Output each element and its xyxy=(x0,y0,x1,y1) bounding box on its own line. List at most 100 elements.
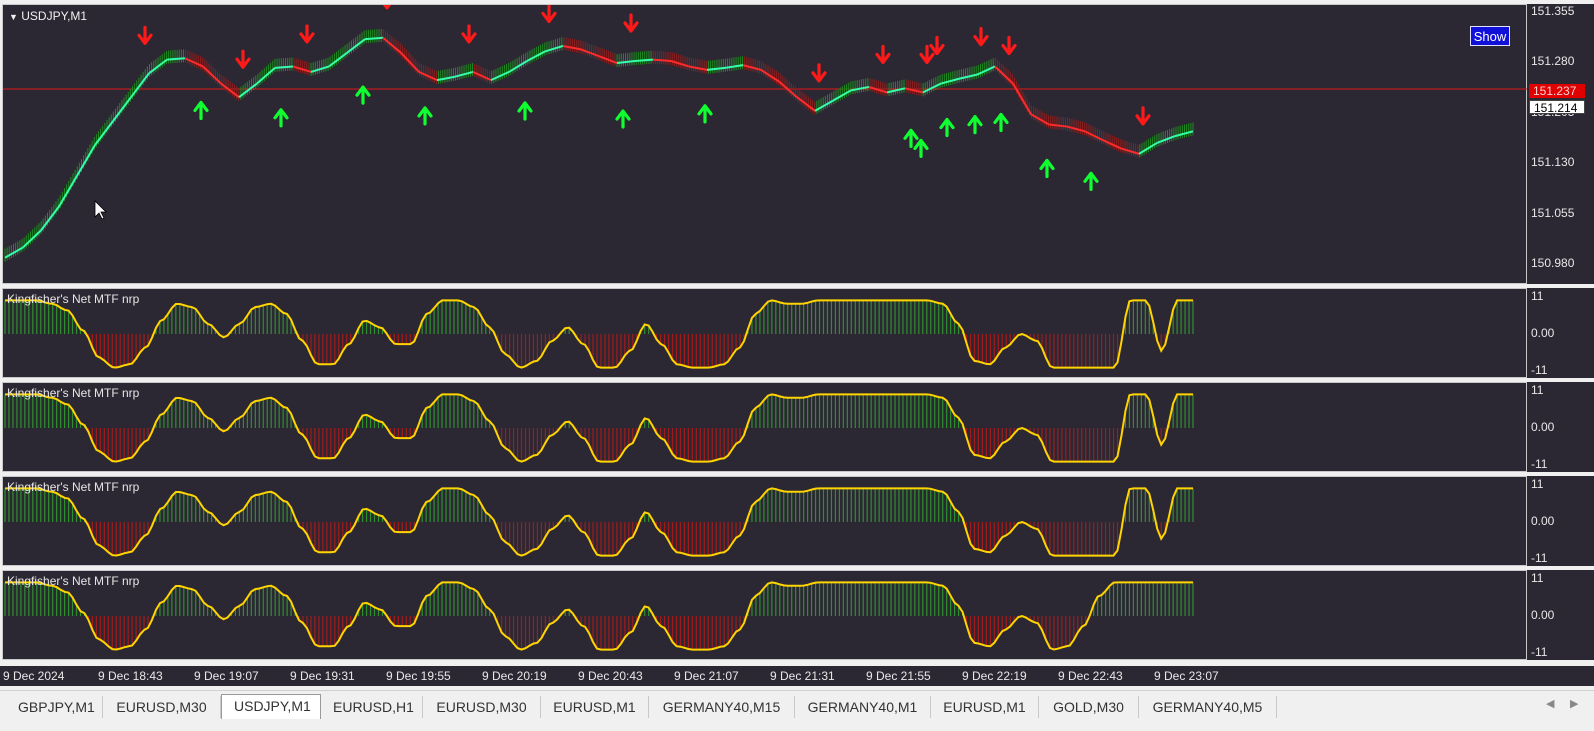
arrow-shape xyxy=(875,44,891,65)
price-line-segment xyxy=(850,85,870,92)
indicator-title: Kingfisher's Net MTF nrp xyxy=(7,386,140,400)
symbol-label: USDJPY,M1 xyxy=(21,9,88,23)
indicator-tick: 11 xyxy=(1531,383,1544,397)
arrow-shape xyxy=(517,101,533,121)
price-line-segment xyxy=(328,52,348,68)
tab-gbpjpy-m1[interactable]: GBPJPY,M1 xyxy=(6,696,103,718)
indicator-title: Kingfisher's Net MTF nrp xyxy=(7,480,140,494)
oscillator-chart-4[interactable] xyxy=(3,571,1528,661)
mouse-cursor-icon xyxy=(94,200,107,220)
sell-arrow-icon xyxy=(137,25,153,45)
time-tick: 9 Dec 20:43 xyxy=(578,669,643,683)
indicator-title: Kingfisher's Net MTF nrp xyxy=(7,574,140,588)
arrow-shape xyxy=(461,24,477,44)
buy-arrow-icon xyxy=(967,115,983,135)
dropdown-triangle-icon[interactable]: ▼ xyxy=(9,12,18,22)
current-price-red-tag: 151.237 xyxy=(1529,84,1585,98)
indicator-pane-2[interactable]: Kingfisher's Net MTF nrp xyxy=(2,382,1527,472)
oscillator-chart-3[interactable] xyxy=(3,477,1528,567)
price-tick: 151.355 xyxy=(1531,4,1575,18)
price-line-segment xyxy=(418,71,438,82)
time-axis[interactable]: 9 Dec 2024 9 Dec 18:43 9 Dec 19:07 9 Dec… xyxy=(0,666,1594,686)
sell-arrow-icon xyxy=(235,49,251,69)
indicator-scale-1[interactable]: 11 0.00 -11 xyxy=(1527,288,1594,378)
time-tick: 9 Dec 18:43 xyxy=(98,669,163,683)
price-line-segment xyxy=(490,71,510,82)
price-line-segment xyxy=(454,70,474,78)
tab-germany40-m1[interactable]: GERMANY40,M1 xyxy=(795,696,931,718)
price-line-segment xyxy=(562,44,582,51)
indicator-tick: -11 xyxy=(1531,551,1548,565)
arrow-shape xyxy=(1039,158,1055,179)
time-tick: 9 Dec 23:07 xyxy=(1154,669,1219,683)
price-line-segment xyxy=(58,175,78,207)
sell-arrow-icon xyxy=(1135,106,1151,126)
buy-arrow-icon xyxy=(193,100,209,121)
indicator-tick: 0.00 xyxy=(1531,420,1555,434)
tab-eurusd-m1-2[interactable]: EURUSD,M1 xyxy=(931,696,1039,718)
price-line-segment xyxy=(220,82,240,98)
indicator-scale-2[interactable]: 11 0.00 -11 xyxy=(1527,382,1594,472)
price-line-segment xyxy=(886,87,906,94)
tab-gold-m30[interactable]: GOLD,M30 xyxy=(1039,696,1139,718)
tab-usdjpy-m1[interactable]: USDJPY,M1 xyxy=(221,694,321,719)
time-tick: 9 Dec 21:07 xyxy=(674,669,739,683)
tab-eurusd-m1[interactable]: EURUSD,M1 xyxy=(541,696,649,718)
price-line-segment xyxy=(922,82,942,94)
arrow-shape xyxy=(615,109,631,129)
oscillator-chart-2[interactable] xyxy=(3,383,1528,473)
price-line-segment xyxy=(598,55,618,64)
arrow-shape xyxy=(919,44,935,65)
indicator-tick: -11 xyxy=(1531,457,1548,471)
indicator-scale-4[interactable]: 11 0.00 -11 xyxy=(1527,570,1594,660)
sell-arrow-icon xyxy=(811,63,827,83)
indicator-pane-1[interactable]: Kingfisher's Net MTF nrp xyxy=(2,288,1527,378)
price-line-segment xyxy=(742,64,762,71)
time-tick: 9 Dec 21:31 xyxy=(770,669,835,683)
price-chart[interactable] xyxy=(3,5,1528,285)
price-line-segment xyxy=(868,85,888,94)
price-tick: 150.980 xyxy=(1531,256,1575,270)
tab-germany40-m15[interactable]: GERMANY40,M15 xyxy=(649,696,795,718)
tab-eurusd-m30-2[interactable]: EURUSD,M30 xyxy=(423,696,541,718)
price-line-segment xyxy=(436,75,456,82)
time-tick: 9 Dec 2024 xyxy=(3,669,65,683)
tab-eurusd-h1[interactable]: EURUSD,H1 xyxy=(321,696,423,718)
price-line-segment xyxy=(940,77,960,85)
arrow-shape xyxy=(193,100,209,121)
sell-arrow-icon xyxy=(461,24,477,44)
indicator-scale-3[interactable]: 11 0.00 -11 xyxy=(1527,476,1594,566)
oscillator-chart-1[interactable] xyxy=(3,289,1528,379)
price-line-segment xyxy=(22,229,42,249)
show-button[interactable]: Show xyxy=(1470,26,1510,46)
buy-arrow-icon xyxy=(1083,171,1099,191)
tab-scroll-left-icon[interactable]: ◀ xyxy=(1546,698,1555,710)
oscillator-line xyxy=(5,487,1193,557)
buy-arrow-icon xyxy=(1039,158,1055,179)
price-line-segment xyxy=(76,144,96,177)
price-line-segment xyxy=(1012,83,1032,115)
price-line-segment xyxy=(292,65,312,73)
arrow-shape xyxy=(993,112,1009,133)
price-line-segment xyxy=(382,37,402,54)
tab-germany40-m5[interactable]: GERMANY40,M5 xyxy=(1139,696,1277,718)
arrow-shape xyxy=(382,5,392,10)
oscillator-line xyxy=(5,299,1193,369)
indicator-pane-3[interactable]: Kingfisher's Net MTF nrp xyxy=(2,476,1527,566)
price-line-segment xyxy=(1174,130,1194,138)
price-line-segment xyxy=(184,57,204,68)
indicator-pane-4[interactable]: Kingfisher's Net MTF nrp xyxy=(2,570,1527,660)
price-scale[interactable]: 151.355 151.280 151.205 151.130 151.055 … xyxy=(1527,4,1594,284)
price-chart-pane[interactable]: ▼ USDJPY,M1 Show xyxy=(2,4,1528,285)
price-line-segment xyxy=(1120,147,1140,155)
price-line-segment xyxy=(94,120,114,146)
time-tick: 9 Dec 22:19 xyxy=(962,669,1027,683)
arrow-shape xyxy=(929,35,945,56)
tab-scroll-right-icon[interactable]: ▶ xyxy=(1570,698,1579,710)
arrow-shape xyxy=(973,27,989,47)
arrow-shape xyxy=(1083,171,1099,191)
sell-arrow-icon xyxy=(299,24,315,44)
tab-eurusd-m30[interactable]: EURUSD,M30 xyxy=(103,696,221,718)
arrow-shape xyxy=(137,25,153,45)
arrow-shape xyxy=(1001,35,1017,56)
